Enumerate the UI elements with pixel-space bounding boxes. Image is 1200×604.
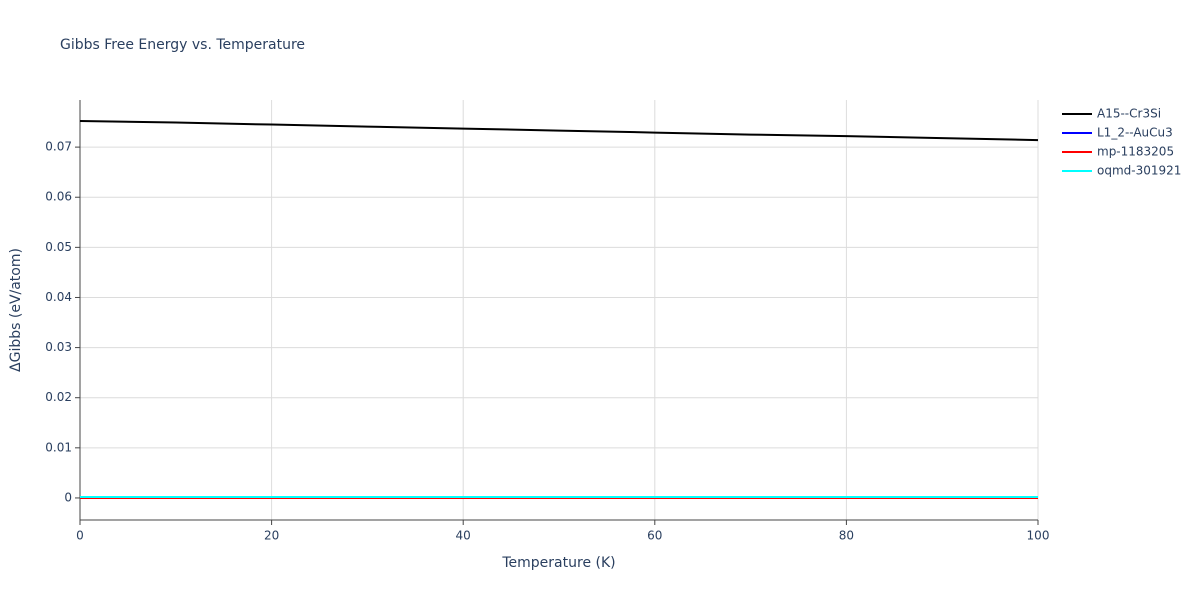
x-tick-label: 20 xyxy=(264,529,279,543)
chart-title: Gibbs Free Energy vs. Temperature xyxy=(60,37,305,53)
y-tick-label: 0.03 xyxy=(45,340,72,354)
y-tick-label: 0.02 xyxy=(45,390,72,404)
y-tick-label: 0.05 xyxy=(45,240,72,254)
x-tick-label: 100 xyxy=(1027,529,1050,543)
x-tick-label: 0 xyxy=(76,529,84,543)
x-tick-label: 80 xyxy=(839,529,854,543)
x-tick-label: 60 xyxy=(647,529,662,543)
legend-label: mp-1183205 xyxy=(1097,145,1174,159)
legend-label: L1_2--AuCu3 xyxy=(1097,126,1173,140)
y-tick-label: 0.04 xyxy=(45,290,72,304)
y-tick-label: 0.01 xyxy=(45,440,72,454)
y-tick-label: 0.07 xyxy=(45,140,72,154)
series-line xyxy=(79,120,1039,142)
x-tick-label: 40 xyxy=(456,529,471,543)
legend-label: A15--Cr3Si xyxy=(1097,107,1161,121)
y-tick-label: 0.06 xyxy=(45,190,72,204)
x-axis-label: Temperature (K) xyxy=(501,555,615,571)
legend-label: oqmd-301921 xyxy=(1097,164,1181,178)
y-axis-label: ΔGibbs (eV/atom) xyxy=(8,248,24,372)
y-tick-label: 0 xyxy=(64,490,72,504)
